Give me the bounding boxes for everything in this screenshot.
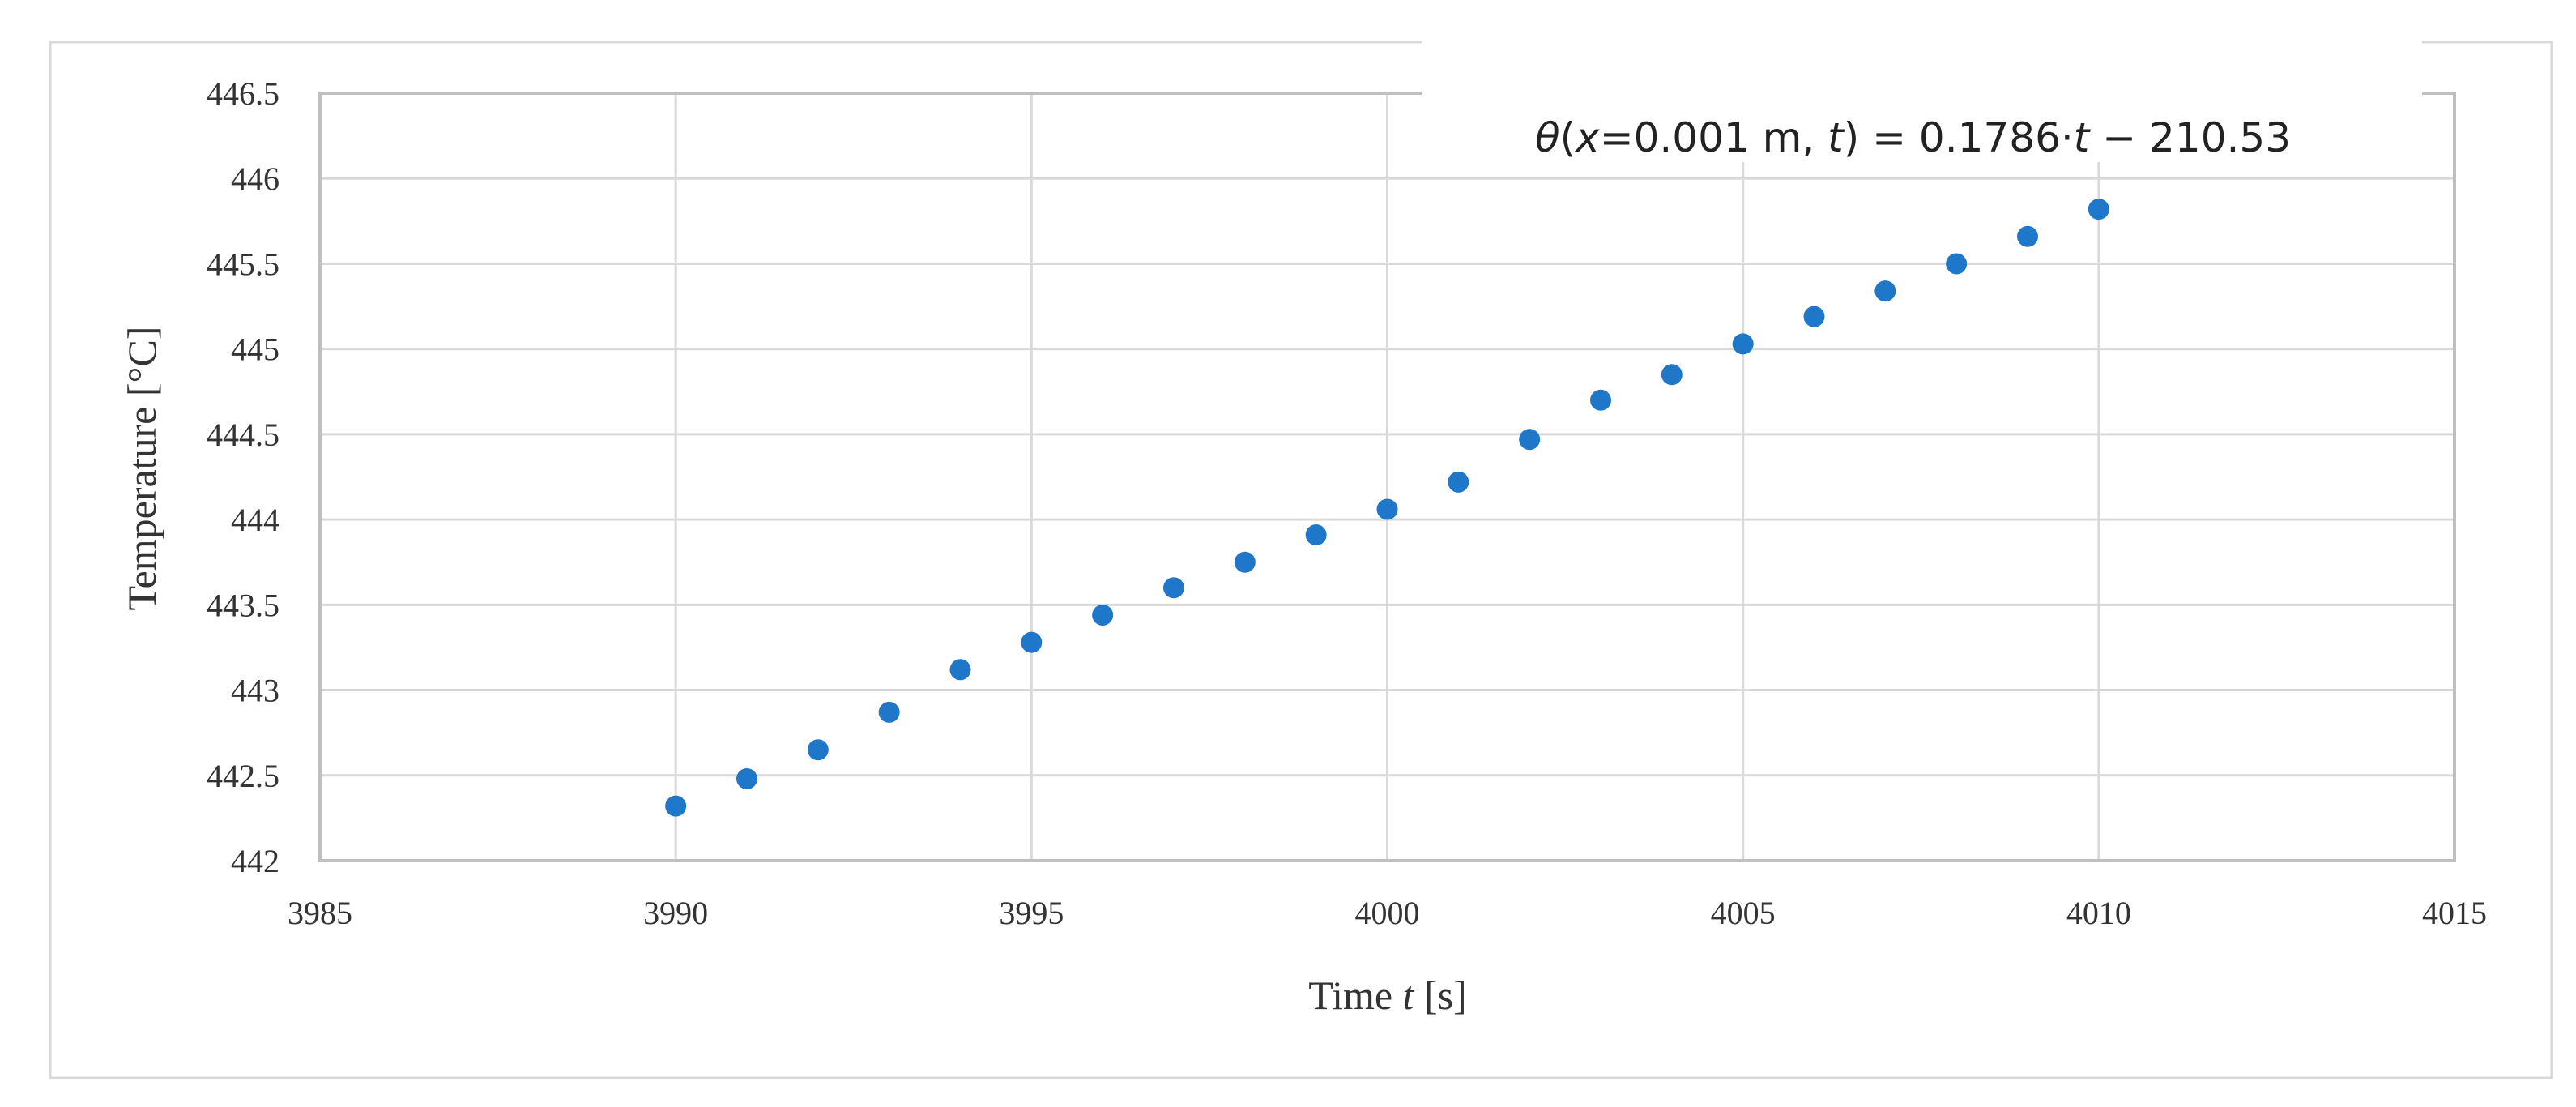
- y-tick-label: 446.5: [207, 75, 279, 112]
- y-tick-label: 446: [231, 160, 279, 197]
- x-tick-label: 4005: [1711, 895, 1776, 931]
- data-point: [2088, 199, 2109, 220]
- data-point: [1874, 280, 1896, 302]
- y-axis-ticks: 442 442.5 443 443.5 444 444.5 445 445.5 446 446.5: [207, 75, 279, 879]
- data-point: [1092, 604, 1114, 626]
- x-axis-ticks: 3985 3990 3995 4000 4005 4010 4015: [288, 895, 2487, 931]
- data-point: [1732, 333, 1754, 355]
- x-tick-label: 3995: [999, 895, 1064, 931]
- data-point: [1163, 577, 1184, 599]
- x-tick-label: 4000: [1355, 895, 1420, 931]
- y-tick-label: 442: [231, 843, 279, 879]
- chart-area-border: [49, 41, 2553, 1079]
- y-tick-label: 445.5: [207, 246, 279, 282]
- y-tick-label: 444: [231, 502, 279, 538]
- equation-box: [1422, 32, 2422, 162]
- data-point: [1448, 471, 1469, 493]
- y-tick-label: 443.5: [207, 587, 279, 623]
- data-point: [1234, 551, 1256, 573]
- data-point: [878, 701, 900, 723]
- data-point: [807, 739, 829, 761]
- x-tick-label: 3985: [288, 895, 352, 931]
- y-tick-label: 443: [231, 673, 279, 709]
- data-point: [665, 795, 687, 817]
- data-point: [949, 659, 971, 681]
- y-tick-label: 445: [231, 331, 279, 368]
- data-point: [1021, 631, 1043, 653]
- data-point: [1305, 524, 1327, 546]
- data-point: [1590, 389, 1611, 411]
- data-point: [1661, 364, 1683, 386]
- y-tick-label: 444.5: [207, 417, 279, 453]
- data-point: [1803, 306, 1825, 327]
- y-tick-label: 442.5: [207, 758, 279, 794]
- x-tick-label: 4010: [2066, 895, 2131, 931]
- x-tick-label: 3990: [643, 895, 708, 931]
- data-points: [665, 199, 2109, 817]
- x-axis-title: Time t [s]: [1308, 972, 1466, 1018]
- data-point: [2017, 225, 2038, 247]
- data-point: [1376, 498, 1398, 520]
- trendline-equation: θ(x=0.001 m, t) = 0.1786·t − 210.53: [1535, 114, 2291, 161]
- data-point: [1519, 429, 1541, 451]
- y-axis-title: Temperature [°C]: [119, 326, 164, 610]
- plot-frame: [318, 92, 2456, 862]
- data-point: [736, 767, 757, 789]
- data-point: [1946, 253, 1968, 275]
- x-tick-label: 4015: [2422, 895, 2487, 931]
